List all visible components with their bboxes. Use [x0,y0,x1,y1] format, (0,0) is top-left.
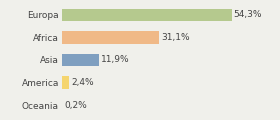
Text: 0,2%: 0,2% [64,101,87,110]
Text: 11,9%: 11,9% [101,55,129,64]
Bar [62,76,69,89]
Text: 2,4%: 2,4% [71,78,94,87]
Bar [62,9,232,21]
Bar [62,31,159,44]
Text: 31,1%: 31,1% [161,33,190,42]
Bar [62,54,99,66]
Text: 54,3%: 54,3% [234,10,262,19]
